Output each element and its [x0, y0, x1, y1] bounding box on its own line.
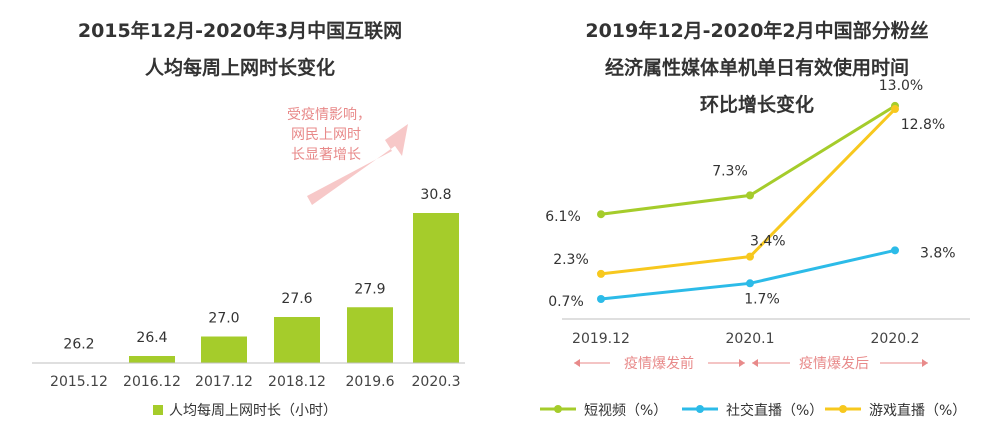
period-before-right-arrow-icon — [739, 359, 745, 367]
bar-x-tick-label: 2017.12 — [195, 374, 253, 390]
period-after-left-arrow-icon — [752, 359, 758, 367]
bar-2019.6 — [347, 307, 393, 363]
period-after-right-arrow-icon — [922, 359, 928, 367]
legend-swatch-dot-0 — [554, 405, 562, 413]
bar-legend: 人均每周上网时长（小时） — [153, 403, 337, 419]
bar-2018.12 — [274, 317, 320, 363]
bar-legend-swatch — [153, 405, 163, 415]
bar-chart-title-line-2: 人均每周上网时长变化 — [145, 56, 335, 79]
bar-x-tick-label: 2018.12 — [268, 374, 326, 390]
bars-group: 26.2 2015.12 26.4 2016.12 27.0 2017.12 27.6 201… — [50, 187, 460, 390]
line-chart-title-line-1: 2019年12月-2020年2月中国部分粉丝 — [585, 19, 928, 42]
series-1-point — [891, 246, 899, 255]
period-before-left-arrow-icon — [574, 359, 580, 367]
line-x-tick-label: 2020.1 — [726, 331, 775, 347]
annotation-line-3: 长显著增长 — [291, 147, 361, 163]
line-legend: 短视频（%） 社交直播（%） 游戏直播（%） — [540, 402, 966, 419]
bar-value-label: 27.9 — [354, 281, 385, 297]
series-1-point — [597, 295, 605, 304]
bar-value-label: 27.6 — [281, 291, 312, 307]
bar-value-label: 30.8 — [420, 187, 451, 203]
period-markers: 疫情爆发前 疫情爆发后 — [574, 355, 928, 372]
bar-x-tick-label: 2019.6 — [346, 374, 395, 390]
legend-label-2: 游戏直播（%） — [869, 402, 966, 419]
legend-label-0: 短视频（%） — [584, 403, 667, 419]
bar-annotation: 受疫情影响， 网民上网时 长显著增长 — [287, 107, 408, 205]
bar-value-label: 26.4 — [136, 330, 167, 346]
bar-2020.3 — [413, 213, 459, 363]
bar-chart-title-line-1: 2015年12月-2020年3月中国互联网 — [78, 19, 402, 42]
annotation-line-1: 受疫情影响， — [287, 107, 371, 123]
line-x-tick-label: 2020.2 — [871, 331, 920, 347]
series-1-point — [746, 279, 754, 288]
series-1-value-label: 1.7% — [744, 291, 780, 307]
series-1-value-label: 3.8% — [920, 245, 956, 261]
bar-value-label: 27.0 — [208, 311, 239, 327]
line-x-tick-label: 2019.12 — [572, 331, 630, 347]
legend-swatch-dot-1 — [696, 405, 704, 413]
legend-swatch-dot-2 — [839, 405, 847, 413]
series-0-value-label: 6.1% — [545, 209, 581, 225]
lines-group: 2019.12 2020.1 2020.2 6.1% 7.3% 13.0% 0.7% 1.7%… — [545, 78, 955, 347]
line-chart-title-line-3: 环比增长变化 — [700, 93, 814, 116]
period-before-label: 疫情爆发前 — [624, 355, 694, 372]
series-1-value-label: 0.7% — [548, 294, 584, 310]
line-chart: 2019年12月-2020年2月中国部分粉丝 经济属性媒体单机单日有效使用时间 … — [540, 19, 970, 419]
bar-chart: 2015年12月-2020年3月中国互联网 人均每周上网时长变化 受疫情影响， … — [32, 19, 465, 419]
series-2-value-label: 3.4% — [750, 234, 786, 250]
line-chart-title-line-2: 经济属性媒体单机单日有效使用时间 — [605, 56, 909, 79]
series-2-point — [746, 252, 754, 261]
bar-x-tick-label: 2016.12 — [123, 374, 181, 390]
bar-value-label: 26.2 — [63, 337, 94, 353]
bar-x-tick-label: 2020.3 — [412, 374, 461, 390]
bar-x-tick-label: 2015.12 — [50, 374, 108, 390]
series-2-value-label: 2.3% — [553, 252, 589, 268]
annotation-arrow-icon — [307, 124, 408, 205]
series-2-point — [597, 269, 605, 278]
annotation-line-2: 网民上网时 — [291, 127, 361, 143]
series-0-value-label: 7.3% — [712, 163, 748, 179]
series-0-value-label: 13.0% — [879, 78, 923, 94]
series-0-point — [746, 191, 754, 200]
series-2-value-label: 12.8% — [901, 117, 945, 133]
period-after-label: 疫情爆发后 — [799, 356, 869, 372]
series-0-point — [597, 210, 605, 219]
bar-2017.12 — [201, 336, 247, 363]
series-2-point — [891, 105, 899, 114]
bar-legend-label: 人均每周上网时长（小时） — [169, 403, 337, 419]
legend-label-1: 社交直播（%） — [726, 402, 823, 419]
bar-2016.12 — [129, 356, 175, 363]
